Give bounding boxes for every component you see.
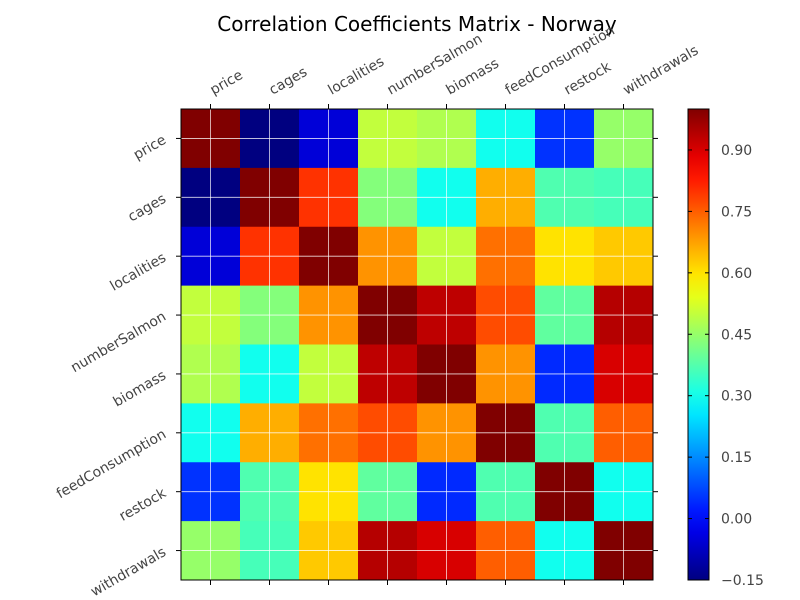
y-axis-tick-labels: pricecageslocalitiesnumberSalmonbiomassf… <box>54 132 170 600</box>
y-tick-label: numberSalmon <box>68 309 169 376</box>
x-tick-label: numberSalmon <box>385 31 486 98</box>
y-tick-label: price <box>131 132 169 163</box>
colorbar <box>687 108 710 581</box>
colorbar-tick-label: 0.00 <box>721 512 752 528</box>
colorbar-tick-label: 0.90 <box>721 143 752 159</box>
heatmap-cells <box>181 109 654 581</box>
colorbar-gradient <box>687 108 710 581</box>
chart-title: Correlation Coefficients Matrix - Norway <box>217 12 617 36</box>
heatmap-grid <box>181 109 653 580</box>
colorbar-tick-label: 0.75 <box>721 204 752 220</box>
x-tick-label: withdrawals <box>621 43 702 99</box>
y-tick-label: localities <box>107 250 169 295</box>
y-tick-label: cages <box>125 191 169 225</box>
colorbar-tick-label: 0.45 <box>721 327 752 343</box>
x-tick-label: localities <box>326 54 388 99</box>
colorbar-tick-label: 0.30 <box>721 389 752 405</box>
colorbar-tick-label: 0.60 <box>721 266 752 282</box>
colorbar-ticks: −0.15 0.00 0.15 0.30 0.45 0.60 0.75 0.90 <box>688 143 764 589</box>
y-tick-label: withdrawals <box>88 544 169 600</box>
x-tick-label: price <box>208 67 246 98</box>
plot-frame <box>180 108 654 581</box>
y-tick-label: restock <box>117 485 170 525</box>
colorbar-tick-label: 0.15 <box>721 450 752 466</box>
x-tick-label: restock <box>562 59 615 99</box>
y-tick-label: biomass <box>111 368 169 411</box>
x-tick-label: cages <box>267 64 311 98</box>
axis-ticks <box>176 104 658 585</box>
colorbar-tick-label: −0.15 <box>721 573 764 589</box>
